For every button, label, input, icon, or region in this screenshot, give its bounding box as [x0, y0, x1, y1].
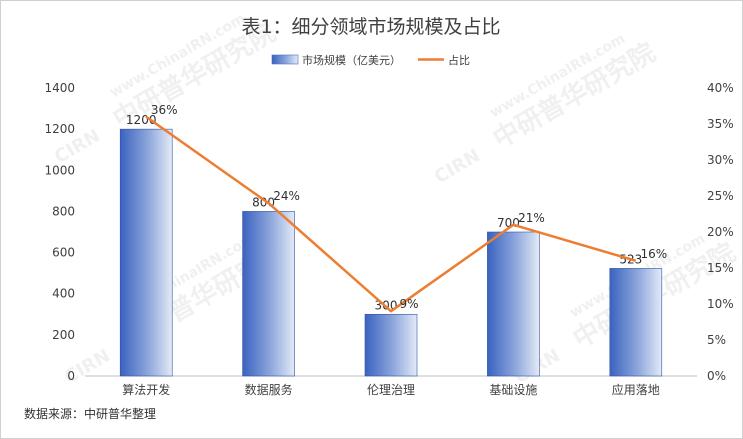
left-tick-label: 0 [67, 369, 75, 383]
category-label: 基础设施 [489, 383, 537, 397]
right-tick-label: 35% [707, 117, 734, 131]
left-tick-label: 1000 [44, 163, 75, 177]
right-tick-label: 40% [707, 81, 734, 95]
right-tick-label: 5% [707, 333, 726, 347]
bar [242, 211, 295, 377]
right-tick-label: 0% [707, 369, 726, 383]
left-tick-label: 1200 [44, 122, 75, 136]
chart-title: 表1：细分领域市场规模及占比 [241, 16, 500, 38]
bar-value-label: 700 [497, 216, 520, 230]
legend-label-bar: 市场规模（亿美元） [302, 53, 401, 67]
left-axis: 0 200 400 600 800 1000 1200 1400 [44, 81, 75, 383]
category-label: 数据服务 [245, 382, 293, 397]
right-tick-label: 25% [707, 189, 734, 203]
category-label: 伦理治理 [367, 382, 415, 397]
left-tick-label: 800 [52, 204, 75, 218]
source-note: 数据来源：中研普华整理 [24, 407, 157, 421]
legend-label-line: 占比 [448, 53, 470, 67]
bar [119, 128, 173, 377]
legend: 市场规模（亿美元） 占比 [271, 53, 470, 67]
bar [364, 313, 418, 377]
category-label: 应用落地 [612, 382, 660, 397]
line-series: 36% 24% 9% 21% 16% [145, 103, 667, 313]
left-tick-label: 600 [52, 246, 75, 260]
right-tick-label: 15% [707, 261, 734, 275]
percent-value-label: 16% [640, 247, 667, 261]
percent-value-label: 24% [273, 189, 300, 203]
category-label: 算法开发 [122, 382, 170, 397]
bar [487, 231, 540, 377]
right-tick-label: 10% [707, 297, 734, 311]
right-axis: 0% 5% 10% 15% 20% 25% 30% 35% 40% [707, 81, 734, 383]
percent-line [145, 115, 637, 313]
percent-value-label: 21% [518, 211, 545, 225]
legend-swatch-bar [271, 54, 299, 65]
watermark-logo: CIRN [431, 145, 484, 188]
bar-value-label: 1200 [126, 113, 157, 127]
percent-value-label: 36% [151, 103, 178, 117]
right-tick-label: 30% [707, 153, 734, 167]
bar-value-label: 800 [252, 195, 275, 209]
percent-value-label: 9% [399, 297, 418, 311]
left-tick-label: 200 [52, 328, 75, 342]
category-labels: 算法开发 数据服务 伦理治理 基础设施 应用落地 [122, 382, 660, 397]
bar [609, 268, 663, 377]
left-tick-label: 400 [52, 287, 75, 301]
left-tick-label: 1400 [44, 81, 75, 95]
right-tick-label: 20% [707, 225, 734, 239]
